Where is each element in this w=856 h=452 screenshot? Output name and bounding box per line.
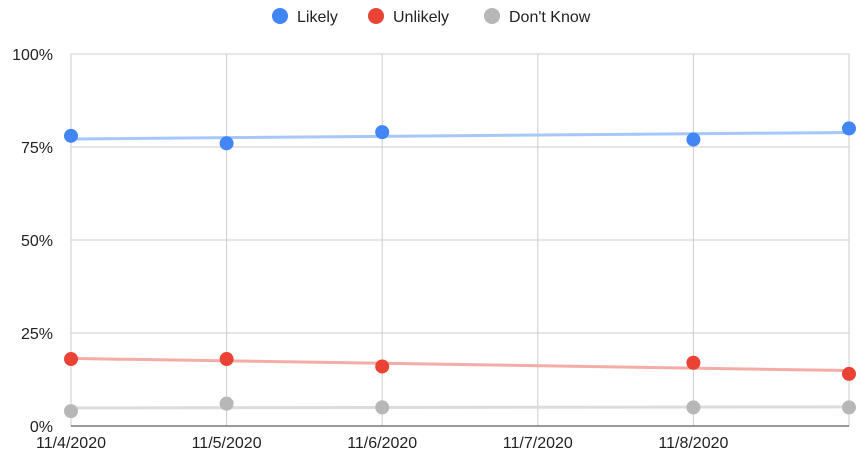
- point-don-t-know[interactable]: [64, 404, 78, 419]
- axes: 0% 25% 50% 75% 100% 11/4/2020 11/5/2020 11/6/20…: [12, 47, 849, 452]
- point-unlikely[interactable]: [686, 355, 701, 370]
- point-unlikely[interactable]: [842, 366, 856, 381]
- legend-item-unlikely[interactable]: Unlikely: [368, 8, 449, 26]
- legend-label-don-t-know: Don't Know: [509, 9, 591, 26]
- grid: [70, 53, 850, 426]
- point-unlikely[interactable]: [375, 359, 390, 374]
- x-tick-label: 11/8/2020: [658, 435, 728, 452]
- legend-marker-don-t-know: [484, 8, 500, 24]
- point-don-t-know[interactable]: [375, 400, 390, 415]
- point-don-t-know[interactable]: [219, 396, 234, 411]
- trendline-don-t-know: [69, 405, 851, 410]
- x-tick-label: 11/5/2020: [192, 435, 262, 452]
- legend-label-unlikely: Unlikely: [393, 9, 449, 26]
- point-don-t-know[interactable]: [842, 400, 856, 415]
- trendline-unlikely: [69, 356, 851, 373]
- data-points: [64, 121, 856, 419]
- legend-item-likely[interactable]: Likely: [272, 8, 338, 26]
- point-likely[interactable]: [219, 136, 234, 151]
- legend-marker-likely: [272, 8, 288, 24]
- trendline-likely: [69, 130, 851, 141]
- y-tick-label: 0%: [30, 419, 53, 436]
- point-don-t-know[interactable]: [686, 400, 701, 415]
- legend-marker-unlikely: [368, 8, 384, 24]
- y-tick-label: 25%: [21, 326, 53, 343]
- legend-item-don-t-know[interactable]: Don't Know: [484, 8, 591, 26]
- legend-label-likely: Likely: [297, 9, 338, 26]
- point-likely[interactable]: [686, 132, 701, 147]
- x-tick-label: 11/6/2020: [347, 435, 417, 452]
- point-likely[interactable]: [842, 121, 856, 136]
- point-likely[interactable]: [375, 125, 390, 140]
- x-tick-label: 11/4/2020: [36, 435, 106, 452]
- point-unlikely[interactable]: [64, 352, 78, 367]
- y-tick-label: 75%: [21, 140, 53, 157]
- legend[interactable]: Likely Unlikely Don't Know: [272, 8, 591, 26]
- y-tick-label: 50%: [21, 233, 53, 250]
- y-tick-label: 100%: [12, 47, 53, 64]
- point-likely[interactable]: [64, 128, 78, 143]
- trendlines: [69, 130, 851, 410]
- point-unlikely[interactable]: [219, 352, 234, 367]
- x-tick-label: 11/7/2020: [503, 435, 573, 452]
